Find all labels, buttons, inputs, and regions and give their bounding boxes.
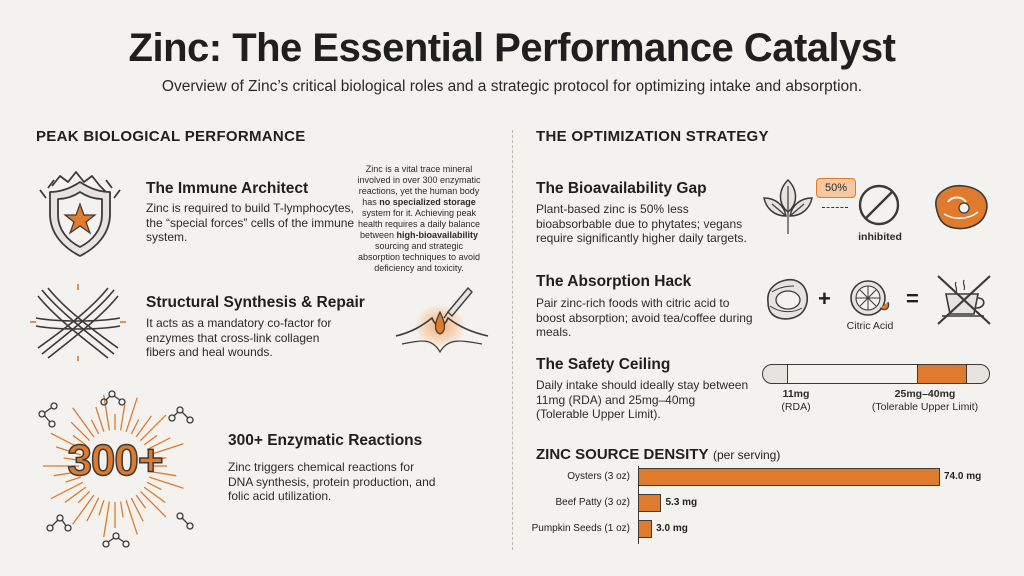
safety-title: The Safety Ceiling: [536, 356, 671, 373]
enzymatic-burst-icon: [38, 390, 194, 548]
chart-axis: [638, 466, 639, 544]
bar-value-label: 5.3 mg: [665, 497, 698, 508]
prohibited-icon: [858, 184, 900, 226]
zinc-overview-note: Zinc is a vital trace mineral involved i…: [357, 164, 481, 273]
bioavailability-50-badge: 50%: [816, 178, 856, 198]
bar-value-label: 74.0 mg: [944, 471, 982, 482]
no-coffee-cup-icon: [937, 275, 991, 325]
bar: [638, 520, 653, 538]
enzymatic-count-badge: 300+: [67, 435, 165, 486]
note-highlight-bioavailability: high-bioavailability: [396, 230, 479, 240]
upper-limit-segment: [917, 365, 967, 383]
page-subtitle: Overview of Zinc’s critical biological r…: [161, 78, 863, 95]
structural-title: Structural Synthesis & Repair: [146, 294, 365, 311]
immune-text: Zinc is required to build T-lymphocytes,…: [146, 201, 355, 244]
inhibited-label: inhibited: [858, 231, 902, 243]
bar: [638, 494, 662, 512]
density-heading-main: ZINC SOURCE DENSITY: [536, 446, 709, 463]
dashed-connector: [822, 207, 848, 208]
citric-acid-label: Citric Acid: [846, 320, 894, 332]
upper-limit-value: 25mg–40mg: [894, 388, 956, 400]
bar-value-label: 3.0 mg: [656, 523, 688, 534]
density-heading-suffix: (per serving): [712, 448, 781, 462]
bioavailability-text: Plant-based zinc is 50% less bioabsorbab…: [536, 202, 747, 245]
upper-limit-label: (Tolerable Upper Limit): [871, 401, 979, 413]
bar-category-label: Pumpkin Seeds (1 oz): [531, 523, 630, 534]
page-title: Zinc: The Essential Performance Catalyst: [128, 26, 896, 70]
safety-text: Daily intake should ideally stay between…: [536, 378, 749, 421]
rda-label: (RDA): [781, 401, 811, 413]
safety-range-bar: [762, 364, 990, 384]
bar: [638, 468, 940, 486]
shield-icon: [39, 171, 121, 257]
absorption-text: Pair zinc-rich foods with citric acid to…: [536, 296, 753, 339]
citrus-lemon-icon: [850, 280, 890, 316]
collagen-fibers-icon: [30, 284, 126, 361]
note-highlight-storage: no specialized storage: [379, 197, 476, 207]
bar-category-label: Oysters (3 oz): [567, 471, 630, 482]
oyster-icon: [767, 278, 808, 320]
right-section-heading: THE OPTIMIZATION STRATEGY: [536, 128, 769, 145]
enzymatic-text: Zinc triggers chemical reactions for DNA…: [228, 460, 436, 503]
safe-range-segment: [787, 365, 918, 383]
column-divider: [512, 130, 513, 550]
bar-category-label: Beef Patty (3 oz): [555, 497, 630, 508]
enzymatic-title: 300+ Enzymatic Reactions: [228, 432, 423, 449]
wound-healing-icon: [395, 286, 489, 354]
equals-sign: =: [906, 286, 919, 311]
absorption-title: The Absorption Hack: [536, 273, 692, 290]
rda-value: 11mg: [782, 388, 810, 400]
zinc-density-bar-chart: Oysters (3 oz) 74.0 mg Beef Patty (3 oz) 5.…: [520, 466, 1000, 546]
plant-leaf-icon: [763, 178, 813, 234]
immune-title: The Immune Architect: [146, 180, 309, 197]
structural-text: It acts as a mandatory co-factor for enz…: [146, 316, 332, 359]
left-section-heading: PEAK BIOLOGICAL PERFORMANCE: [36, 128, 306, 145]
meat-steak-icon: [935, 184, 988, 230]
density-chart-heading: ZINC SOURCE DENSITY (per serving): [536, 446, 780, 464]
bioavailability-title: The Bioavailability Gap: [536, 180, 707, 197]
plus-sign: +: [818, 286, 831, 311]
